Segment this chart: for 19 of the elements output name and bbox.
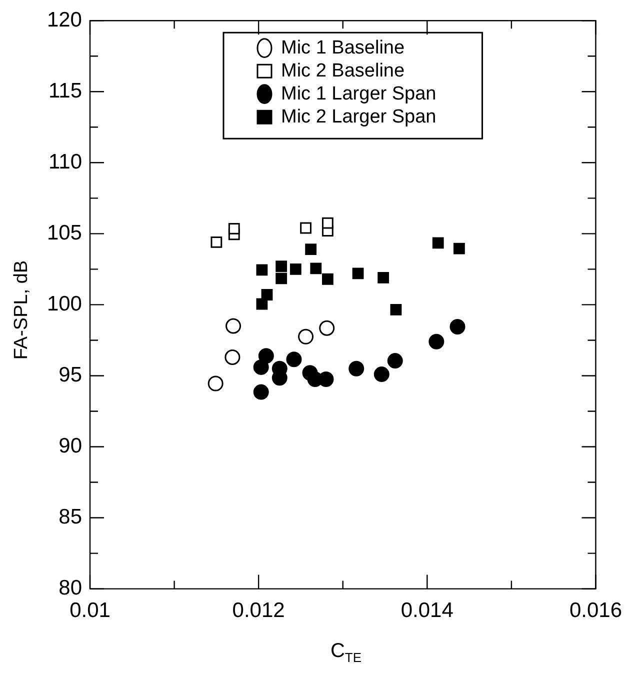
y-tick-label: 120	[46, 8, 82, 32]
legend-label: Mic 1 Larger Span	[280, 83, 436, 104]
legend-label: Mic 2 Baseline	[280, 60, 405, 82]
x-tick-label: 0.012	[232, 599, 285, 622]
legend-label: Mic 2 Larger Span	[280, 106, 436, 128]
y-axis-title: FA-SPL, dB	[11, 260, 33, 360]
x-tick-label: 0.01	[70, 599, 110, 622]
y-tick-label: 105	[46, 221, 82, 244]
legend-label: Mic 1 Baseline	[280, 37, 405, 58]
x-axis-title: C$_{TE}$	[329, 640, 363, 665]
y-tick-label: 115	[48, 79, 82, 102]
y-tick-label: 110	[48, 150, 82, 174]
x-tick-label: 0.014	[400, 599, 454, 622]
y-tick-label: 80	[58, 576, 82, 600]
x-tick-label: 0.016	[569, 599, 622, 622]
y-tick-label: 85	[58, 506, 82, 529]
y-tick-label: 100	[46, 292, 82, 316]
y-tick-label: 90	[58, 434, 82, 458]
y-tick-label: 95	[58, 364, 82, 387]
